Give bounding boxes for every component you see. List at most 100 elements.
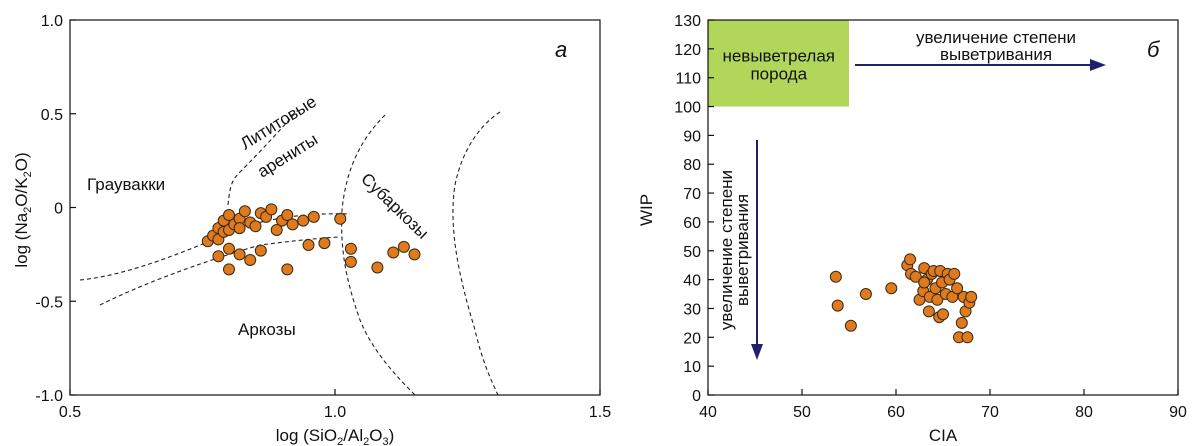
panel-a-x-title: log (SiO2/Al2O3)	[276, 426, 395, 446]
field-arkose: Аркозы	[238, 320, 296, 339]
data-point	[223, 242, 235, 255]
panel-b-frame	[707, 19, 1179, 396]
x-tick-label: 80	[1075, 404, 1093, 421]
data-point	[265, 203, 278, 216]
unweathered-label-1: невыветрелая	[722, 47, 835, 66]
arrow-v-label-2: выветривания	[733, 194, 752, 306]
y-tick-label: 120	[674, 42, 701, 59]
y-tick-label: 90	[683, 128, 701, 145]
field-greywacke: Граувакки	[87, 175, 165, 194]
panel-a-y-title: log (Na2O/K2O)	[12, 152, 34, 267]
boundary-subarkose-left	[341, 114, 416, 396]
unweathered-rock-box	[708, 20, 849, 107]
x-tick-label: 60	[887, 404, 905, 421]
field-subarkose: Субаркозы	[357, 169, 432, 243]
data-point	[829, 270, 842, 283]
data-point	[249, 220, 262, 233]
y-tick-label: 0	[692, 388, 701, 405]
data-point	[918, 276, 931, 289]
x-tick-label: 70	[981, 404, 999, 421]
y-tick-label: 20	[683, 330, 701, 347]
data-point	[302, 239, 315, 251]
data-point	[233, 248, 246, 261]
unweathered-label-2: порода	[750, 65, 807, 84]
y-tick-label: 40	[683, 273, 701, 290]
data-point	[922, 305, 935, 318]
x-tick-label: 50	[793, 404, 811, 421]
y-tick-label: 50	[683, 244, 701, 261]
panel-b-y-title: WIP	[637, 194, 656, 226]
x-tick-label: 1.5	[589, 404, 611, 421]
y-tick-label: 10	[683, 359, 701, 376]
x-tick-label: 1.0	[324, 404, 346, 421]
x-tick-label: 0.5	[59, 404, 81, 421]
y-tick-label: -1.0	[35, 388, 63, 405]
data-point	[937, 308, 949, 321]
data-point	[281, 209, 294, 221]
y-tick-label: 130	[674, 13, 701, 30]
arrow-h-label-1: увеличение степени	[916, 28, 1076, 47]
panel-b-letter: б	[1147, 37, 1161, 62]
data-point	[408, 248, 421, 261]
y-tick-label: 80	[683, 157, 701, 174]
arrow-h-label-2: выветривания	[940, 45, 1052, 64]
data-point	[904, 253, 917, 266]
data-point	[859, 288, 872, 301]
data-point	[344, 255, 357, 268]
y-tick-label: 100	[674, 100, 701, 117]
data-point	[212, 250, 225, 263]
data-point	[909, 270, 922, 283]
arrow-v-label-1: увеличение степени	[717, 170, 736, 330]
panel-a-field-boundaries	[79, 109, 501, 396]
arrow-v-head	[751, 344, 763, 360]
data-point	[334, 212, 347, 225]
y-tick-label: 110	[675, 71, 701, 88]
arrow-vertical: увеличение степени выветривания	[717, 140, 763, 360]
y-tick-label: 0.5	[41, 107, 63, 124]
data-point	[931, 293, 944, 306]
panel-b-points	[829, 253, 978, 344]
panel-a-points	[201, 203, 421, 276]
data-point	[965, 290, 978, 303]
data-point	[397, 240, 410, 253]
data-point	[233, 222, 246, 235]
data-point	[297, 214, 310, 227]
data-point	[948, 267, 961, 280]
data-point	[254, 244, 267, 257]
data-point	[955, 316, 968, 329]
y-tick-label: 1.0	[41, 13, 63, 30]
data-point	[951, 282, 964, 295]
data-point	[844, 319, 857, 332]
data-point	[885, 282, 898, 295]
y-tick-label: 30	[683, 301, 701, 318]
panel-b-x-title: CIA	[929, 426, 958, 445]
x-tick-label: 40	[699, 404, 717, 421]
panel-a-letter: а	[555, 37, 567, 62]
data-point	[387, 246, 400, 259]
arrow-horizontal: увеличение степени выветривания	[855, 28, 1106, 71]
data-point	[831, 299, 844, 312]
y-tick-label: 70	[683, 186, 701, 203]
data-point	[961, 331, 974, 344]
boundary-subarkose-right	[452, 111, 501, 396]
panel-a-frame	[69, 19, 601, 396]
y-tick-label: 0	[54, 201, 63, 218]
panel-a-ticks: 0.5 1.0 1.5 1.0 0.5 0 -0.5 -1.0	[35, 13, 611, 421]
boundary-greywacke-litharenite	[227, 109, 299, 206]
y-tick-label: 60	[683, 215, 701, 232]
data-point	[371, 261, 384, 274]
data-point	[286, 218, 299, 231]
data-point	[318, 237, 331, 250]
data-point	[223, 263, 235, 276]
boundary-lower	[99, 236, 341, 306]
data-point	[244, 254, 257, 266]
data-point	[281, 263, 294, 276]
x-tick-label: 90	[1169, 404, 1187, 421]
data-point	[223, 209, 235, 221]
data-point	[344, 242, 357, 255]
data-point	[238, 205, 251, 218]
y-tick-label: -0.5	[35, 294, 63, 311]
arrow-h-head	[1090, 59, 1106, 71]
panel-a: 0.5 1.0 1.51.00.50-0.5-1.0 Граувакки Литит…	[12, 13, 611, 446]
